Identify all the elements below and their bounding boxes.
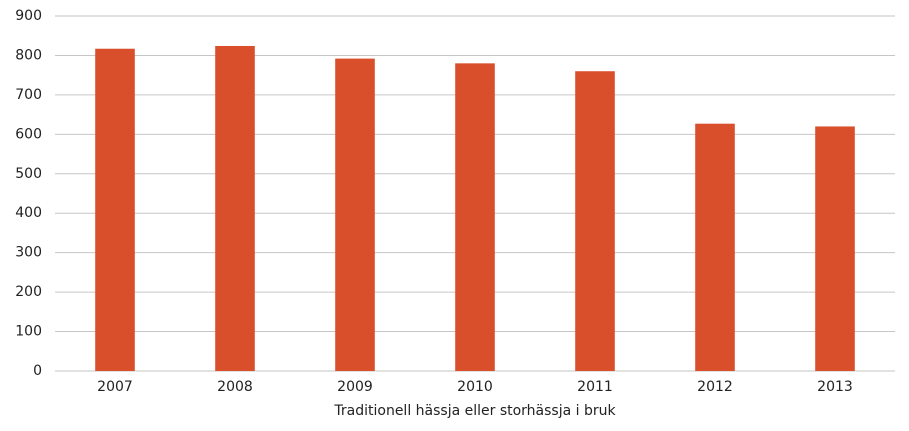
bar — [455, 63, 495, 371]
y-tick-label: 400 — [15, 205, 42, 221]
y-tick-label: 0 — [33, 363, 42, 379]
bar — [335, 58, 375, 371]
bar — [95, 48, 135, 371]
y-tick-label: 200 — [15, 284, 42, 300]
bar — [215, 45, 255, 371]
bar — [695, 123, 735, 371]
y-tick-label: 500 — [15, 166, 42, 182]
x-tick-label: 2007 — [97, 379, 133, 395]
bar — [815, 126, 855, 371]
x-tick-label: 2010 — [457, 379, 493, 395]
y-tick-label: 300 — [15, 245, 42, 261]
x-tick-label: 2011 — [577, 379, 613, 395]
x-tick-label: 2013 — [817, 379, 853, 395]
bar — [575, 71, 615, 371]
x-axis-title: Traditionell hässja eller storhässja i b… — [333, 403, 616, 419]
y-tick-label: 600 — [15, 126, 42, 142]
y-tick-label: 100 — [15, 324, 42, 340]
y-tick-label: 700 — [15, 87, 42, 103]
x-tick-label: 2008 — [217, 379, 253, 395]
x-tick-label: 2009 — [337, 379, 373, 395]
x-tick-label: 2012 — [697, 379, 733, 395]
y-tick-label: 800 — [15, 47, 42, 63]
y-tick-label: 900 — [15, 8, 42, 24]
